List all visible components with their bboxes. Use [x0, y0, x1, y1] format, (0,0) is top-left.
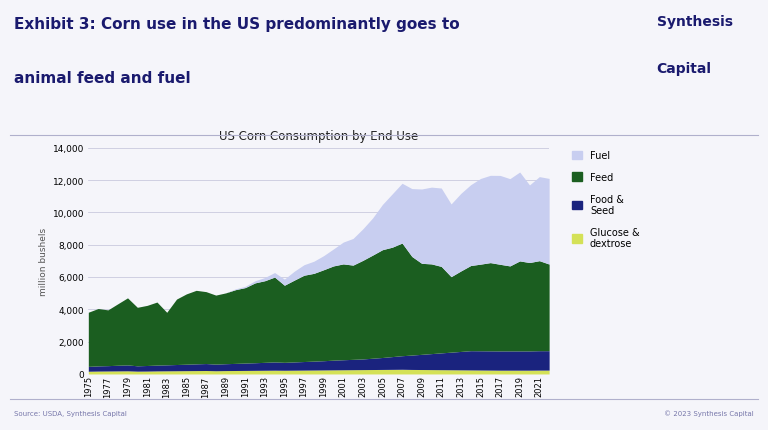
Text: © 2023 Synthesis Capital: © 2023 Synthesis Capital: [664, 409, 754, 416]
Text: Capital: Capital: [657, 62, 712, 76]
Text: Synthesis: Synthesis: [657, 15, 733, 29]
Legend: Fuel, Feed, Food &
Seed, Glucose &
dextrose: Fuel, Feed, Food & Seed, Glucose & dextr…: [572, 151, 640, 249]
Text: Source: USDA, Synthesis Capital: Source: USDA, Synthesis Capital: [14, 410, 127, 416]
Y-axis label: million bushels: million bushels: [39, 227, 48, 295]
Title: US Corn Consumption by End Use: US Corn Consumption by End Use: [219, 130, 419, 143]
Text: animal feed and fuel: animal feed and fuel: [14, 71, 190, 86]
Text: Exhibit 3: Corn use in the US predominantly goes to: Exhibit 3: Corn use in the US predominan…: [14, 17, 459, 32]
